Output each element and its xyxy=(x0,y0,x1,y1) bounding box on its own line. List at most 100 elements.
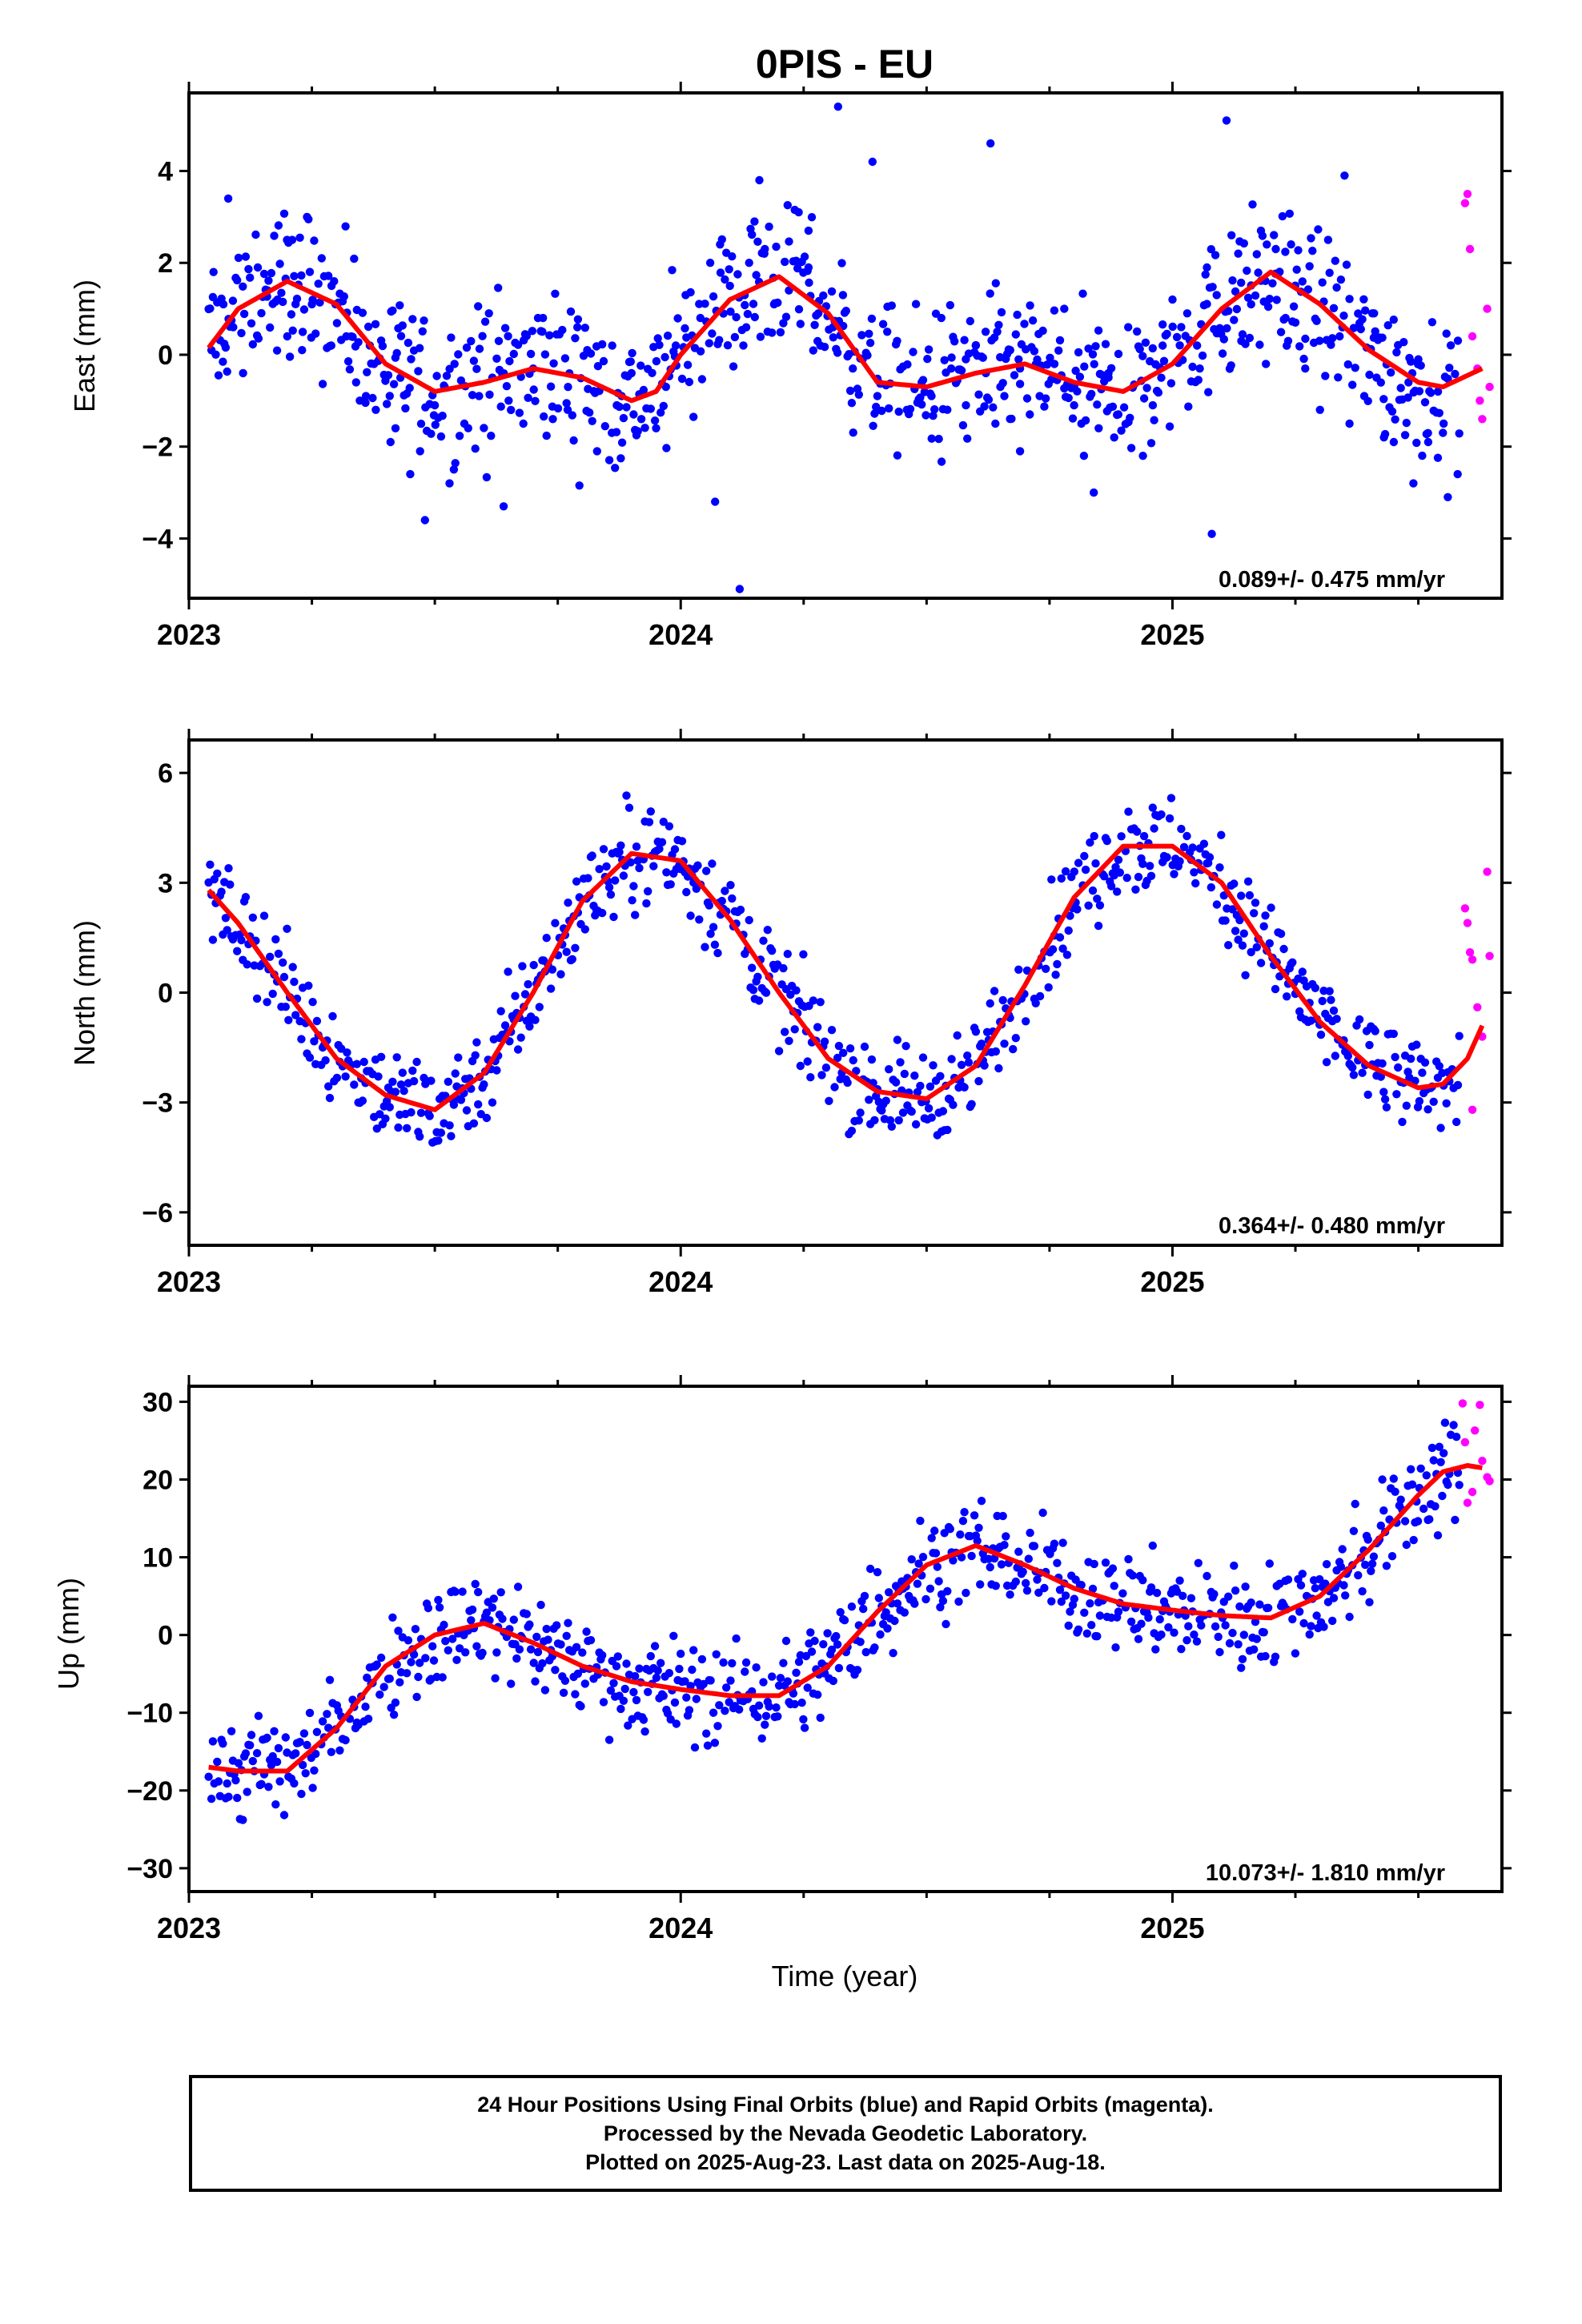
east-final-point xyxy=(1453,336,1463,345)
up-rapid-point xyxy=(1468,1487,1477,1497)
east-final-point xyxy=(622,403,631,412)
east-final-point xyxy=(571,334,580,343)
north-final-point xyxy=(375,1110,384,1119)
up-final-point xyxy=(1387,1552,1397,1561)
north-final-point xyxy=(860,1042,869,1051)
east-final-point xyxy=(1291,318,1300,327)
east-final-point xyxy=(348,332,357,341)
east-final-point xyxy=(934,434,943,444)
up-final-point xyxy=(270,1727,279,1735)
north-rapid-point xyxy=(1463,919,1472,927)
east-final-point xyxy=(1094,424,1103,432)
up-final-point xyxy=(726,1676,735,1685)
east-final-point xyxy=(246,273,255,282)
east-final-point xyxy=(1308,247,1317,255)
east-final-point xyxy=(1015,447,1025,456)
east-ytick-label: −2 xyxy=(142,432,173,463)
up-final-point xyxy=(773,1712,782,1721)
up-final-point xyxy=(533,1647,543,1657)
up-final-point xyxy=(429,1656,439,1665)
east-final-point xyxy=(1359,392,1369,400)
east-final-point xyxy=(1399,338,1408,347)
up-final-point xyxy=(1126,1617,1136,1626)
east-final-point xyxy=(1446,341,1456,350)
up-final-point xyxy=(741,1658,751,1667)
east-final-point xyxy=(716,240,725,249)
north-final-point xyxy=(1177,824,1186,834)
north-final-point xyxy=(910,1072,919,1080)
north-final-point xyxy=(1022,1017,1030,1026)
up-final-point xyxy=(515,1645,524,1654)
up-final-point xyxy=(702,1729,711,1738)
up-final-point xyxy=(958,1517,968,1526)
up-final-point xyxy=(389,1711,399,1719)
up-final-point xyxy=(308,1783,317,1792)
east-final-point xyxy=(350,254,359,263)
up-final-point xyxy=(1376,1521,1386,1530)
up-final-point xyxy=(435,1603,444,1612)
east-ytick-label: 0 xyxy=(158,340,173,371)
up-final-point xyxy=(1203,1571,1211,1581)
north-final-point xyxy=(392,1053,401,1062)
north-final-point xyxy=(1044,983,1053,992)
up-final-point xyxy=(1367,1566,1375,1576)
east-final-point xyxy=(629,410,638,419)
north-rapid-point xyxy=(1460,904,1470,913)
north-final-point xyxy=(449,1100,459,1109)
north-final-point xyxy=(290,977,299,987)
north-ylabel: North (mm) xyxy=(68,920,101,1066)
east-final-point xyxy=(485,390,494,399)
up-final-point xyxy=(213,1757,222,1767)
up-final-point xyxy=(1431,1502,1439,1511)
east-final-point xyxy=(467,336,476,346)
north-final-point xyxy=(488,1098,497,1107)
north-final-point xyxy=(1058,944,1067,953)
north-final-point xyxy=(308,998,317,1007)
east-final-point xyxy=(685,377,694,387)
north-final-point xyxy=(436,1128,446,1137)
north-final-point xyxy=(1207,883,1216,892)
north-final-point xyxy=(708,859,717,868)
east-final-point xyxy=(1182,309,1192,318)
east-final-point xyxy=(414,367,423,376)
east-final-point xyxy=(1403,393,1412,402)
north-final-point xyxy=(622,791,631,800)
north-final-point xyxy=(1115,868,1125,877)
east-final-point xyxy=(1389,437,1399,447)
north-final-point xyxy=(1114,855,1123,864)
north-final-point xyxy=(1113,887,1122,896)
up-final-point xyxy=(572,1642,581,1651)
north-final-point xyxy=(535,1003,544,1011)
east-final-point xyxy=(804,263,813,272)
east-final-point xyxy=(500,324,510,332)
up-final-point xyxy=(874,1594,884,1602)
up-final-point xyxy=(1365,1598,1374,1606)
up-final-point xyxy=(936,1602,945,1612)
east-final-point xyxy=(274,221,283,230)
east-final-point xyxy=(1110,433,1118,442)
north-final-point xyxy=(1205,853,1215,862)
east-final-point xyxy=(1453,469,1462,479)
north-final-point xyxy=(456,1096,466,1104)
east-final-point xyxy=(960,336,969,344)
up-final-point xyxy=(414,1672,423,1682)
east-final-point xyxy=(436,432,446,441)
east-final-point xyxy=(807,213,817,222)
east-final-point xyxy=(800,252,809,261)
up-final-point xyxy=(606,1686,616,1695)
east-final-point xyxy=(241,252,251,261)
north-final-point xyxy=(223,926,231,935)
north-final-point xyxy=(1150,824,1158,833)
east-final-point xyxy=(1168,322,1177,332)
east-final-point xyxy=(1207,245,1216,254)
north-final-point xyxy=(646,807,655,816)
east-final-point xyxy=(494,336,504,345)
east-ytick-label: 2 xyxy=(158,248,173,279)
up-final-point xyxy=(712,1650,721,1659)
north-final-point xyxy=(343,1048,351,1057)
up-final-point xyxy=(1182,1636,1191,1645)
east-final-point xyxy=(219,357,227,366)
east-final-point xyxy=(837,259,846,267)
east-final-point xyxy=(1073,387,1082,396)
north-final-point xyxy=(657,838,667,846)
